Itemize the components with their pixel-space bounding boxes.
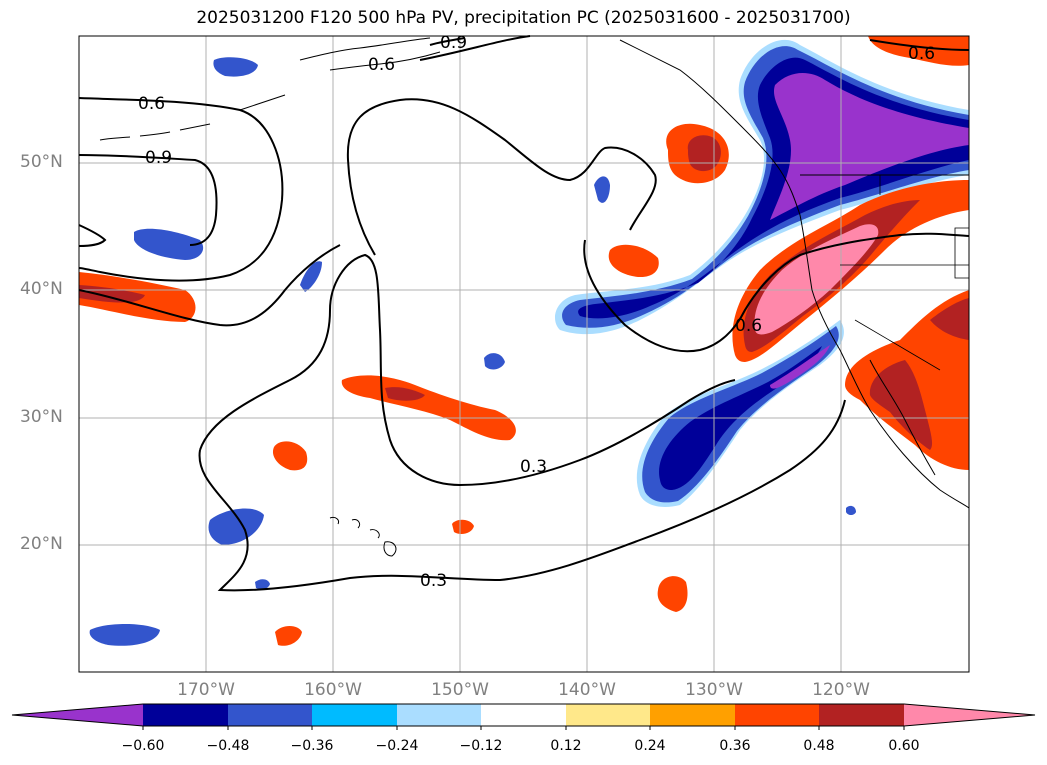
pv-contour-0.3-central [199, 253, 736, 487]
precip-pos-blob-b [272, 441, 308, 471]
lat-label-20: 20°N [20, 534, 63, 554]
pv-contour-0.6-ne [869, 39, 970, 51]
colorbar-tick-label: −0.48 [206, 738, 250, 754]
colorbar-tick-label: 0.36 [719, 738, 751, 754]
colorbar-tick-label: 0.48 [803, 738, 835, 754]
colorbar-tick-label: 0.12 [550, 738, 582, 754]
contour-label: 0.3 [520, 457, 547, 477]
pv-contour-0.3-south [198, 399, 846, 592]
lat-label-30: 30°N [20, 407, 63, 427]
colorbar-tick-label: −0.12 [459, 738, 503, 754]
alaska-coast [239, 37, 781, 171]
precip-pos-central-band-048 [385, 387, 425, 401]
lon-label-170w: 170°W [177, 680, 235, 700]
precip-neg-blob-i [846, 505, 856, 515]
colorbar-tick-label: −0.24 [375, 738, 419, 754]
gridlines [79, 36, 969, 672]
aleutians [99, 123, 211, 141]
pv-contour-0.9-nw [78, 154, 218, 246]
precip-pos-nw-blob-048 [687, 135, 721, 172]
lon-label-160w: 160°W [304, 680, 362, 700]
precip-pos-socal-edge [930, 298, 969, 340]
contour-label: 0.6 [138, 94, 165, 114]
contour-labels: 0.6 0.9 0.6 0.9 0.6 0.6 0.3 0.3 [138, 33, 935, 591]
colorbar-tick-label: −0.60 [121, 738, 165, 754]
pv-contour-0.6-central [78, 98, 657, 327]
lon-label-120w: 120°W [812, 680, 870, 700]
precip-pos-blob-e [275, 626, 302, 646]
baja-coast [869, 359, 936, 476]
precip-pos-central-band [341, 375, 516, 441]
colorbar-tick-label: −0.36 [290, 738, 334, 754]
pv-contour-0.9-top [429, 37, 466, 46]
pv-contours [78, 35, 970, 592]
us-state-borders [840, 175, 970, 371]
colorbar-tick-label: 0.24 [634, 738, 666, 754]
contour-label: 0.3 [420, 571, 447, 591]
lat-label-50: 50°N [20, 152, 63, 172]
pv-contour-0.6-north [419, 35, 531, 61]
lon-label-140w: 140°W [558, 680, 616, 700]
precip-neg-blob-g [484, 353, 505, 370]
precip-neg-blob-h [255, 579, 270, 590]
precip-neg-band-ne-060 [770, 73, 969, 221]
precip-neg-blob-b [213, 57, 258, 77]
precip-pos-west-band-048 [79, 285, 145, 303]
precip-pos-blob-c [657, 576, 688, 612]
coastlines [99, 37, 970, 557]
precip-pos-socal-048 [869, 360, 933, 450]
pv-contour-0.6-east [583, 232, 970, 353]
map-frame [78, 35, 970, 673]
hawaii [329, 517, 397, 557]
precip-neg-blob-d [89, 624, 160, 646]
precip-pos-blob-a [608, 244, 659, 278]
contour-label: 0.9 [145, 148, 172, 168]
contour-label: 0.6 [908, 44, 935, 64]
precip-pos-core-060 [754, 224, 879, 335]
lon-label-150w: 150°W [431, 680, 489, 700]
lat-label-40: 40°N [20, 279, 63, 299]
map-title: 2025031200 F120 500 hPa PV, precipitatio… [196, 8, 851, 28]
pv-contour-0.6-nw [78, 97, 284, 282]
lon-label-130w: 130°W [685, 680, 743, 700]
contour-label: 0.6 [368, 55, 395, 75]
precip-pos-blob-d [452, 519, 474, 534]
contour-label: 0.9 [440, 33, 467, 53]
pv-contour-0.9-west [78, 224, 107, 247]
colorbar-tick-label: 0.60 [888, 738, 920, 754]
precip-neg-blob-c [208, 508, 264, 545]
precip-neg-blob-a [134, 228, 204, 260]
nw-america-coast [779, 169, 970, 509]
precip-neg-band-se-060 [770, 345, 830, 389]
precip-neg-blob-f [594, 176, 610, 203]
precip-neg-blob-e [300, 261, 322, 292]
contour-label: 0.6 [735, 316, 762, 336]
